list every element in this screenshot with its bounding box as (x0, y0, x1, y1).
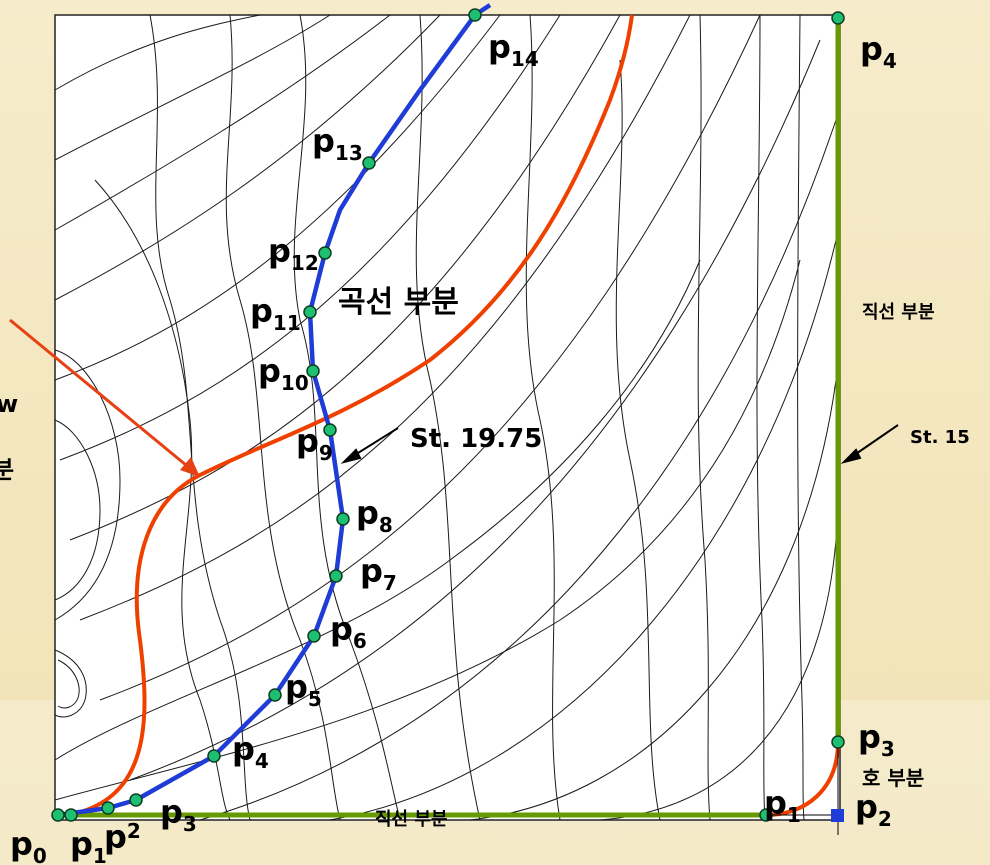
blue-nodes (51, 8, 482, 822)
straight-right-label: 직선 부분 (862, 302, 935, 323)
node-p8 (336, 512, 350, 526)
red-curve (67, 14, 634, 817)
label-p9: p9 (296, 422, 333, 465)
label-p4: p4 (232, 730, 269, 773)
label-p6: p6 (330, 610, 367, 653)
arc-part-label: 호 부분 (862, 766, 924, 790)
node-p2 (101, 801, 115, 815)
label-p13: p13 (312, 122, 363, 165)
node-p1 (64, 808, 78, 822)
label-p5: p5 (285, 668, 322, 711)
point-labels: p14 p13 p12 p11 p10 p9 p8 p7 p6 p5 p4 p3… (10, 28, 897, 865)
label-p8: p8 (356, 494, 393, 537)
node-p0 (51, 808, 65, 822)
label-p10: p10 (258, 352, 309, 395)
node-p3 (129, 793, 143, 807)
left-cut-label-2: 분 (0, 456, 14, 484)
station-15-label: St. 15 (910, 427, 970, 448)
label-g-p1: p1 (764, 784, 801, 827)
label-g-p4: p4 (860, 30, 897, 73)
label-p14: p14 (488, 28, 539, 71)
node-p14 (468, 8, 482, 22)
node-p5 (268, 688, 282, 702)
label-p7: p7 (360, 552, 397, 595)
node-g-p4 (831, 11, 845, 25)
green-boundary (58, 18, 841, 818)
node-g-p3 (831, 735, 845, 749)
plot-panel (54, 14, 841, 821)
left-cut-label-1: w (0, 390, 18, 418)
arc-segment (765, 741, 840, 817)
label-p12: p12 (268, 232, 319, 275)
straight-bottom-label: 직선 부분 (375, 809, 448, 830)
pointer-arrow (9, 318, 200, 477)
text-layer: 곡선 부분 직선 부분 직선 부분 호 부분 St. 19.75 St. 15 … (0, 285, 970, 830)
node-p13 (362, 156, 376, 170)
green-nodes (759, 11, 845, 822)
label-p1: p1 (70, 825, 107, 865)
station-arrows (340, 424, 899, 464)
arc-center-square (831, 809, 844, 822)
label-p3: p3 (160, 793, 197, 836)
label-g-p3: p3 (858, 718, 895, 761)
node-p7 (329, 569, 343, 583)
node-p11 (303, 305, 317, 319)
label-g-p2: p2 (855, 788, 892, 831)
label-p0: p0 (10, 825, 47, 865)
label-p11: p11 (250, 292, 301, 335)
node-p10 (306, 364, 320, 378)
label-p2: p2 (104, 818, 141, 856)
node-p12 (318, 246, 332, 260)
node-p6 (307, 629, 321, 643)
node-p9 (323, 423, 337, 437)
node-g-p1 (759, 808, 773, 822)
contour-lines (54, 14, 837, 821)
curved-part-label: 곡선 부분 (338, 285, 459, 320)
node-p4 (207, 749, 221, 763)
station-19-75-label: St. 19.75 (410, 424, 542, 454)
